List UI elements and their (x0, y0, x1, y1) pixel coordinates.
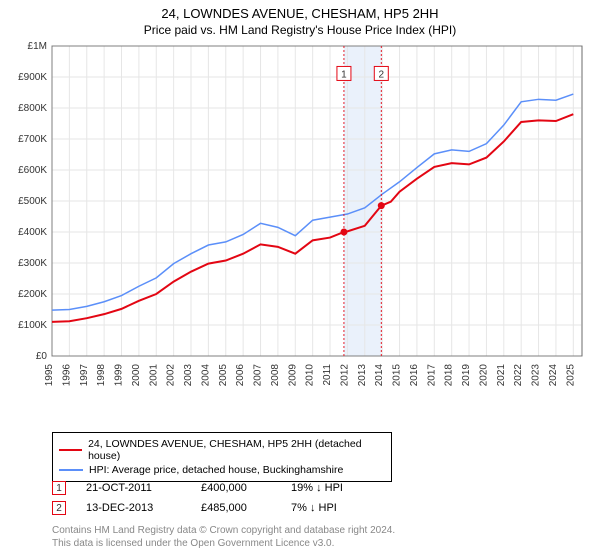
svg-text:2022: 2022 (513, 364, 524, 387)
legend-label: HPI: Average price, detached house, Buck… (89, 464, 343, 476)
svg-text:2010: 2010 (305, 364, 316, 387)
sales-list: 1 21-OCT-2011 £400,000 19% ↓ HPI 2 13-DEC-201… (52, 478, 371, 518)
chart-svg: £0 £100K £200K £300K £400K £500K £600K £700K £80… (0, 40, 600, 420)
sale-badge: 1 (52, 481, 66, 495)
footer-line-2: This data is licensed under the Open Gov… (52, 537, 395, 550)
svg-text:2020: 2020 (478, 364, 489, 387)
legend-item: 24, LOWNDES AVENUE, CHESHAM, HP5 2HH (de… (59, 437, 385, 463)
svg-text:2016: 2016 (409, 364, 420, 387)
svg-text:2008: 2008 (270, 364, 281, 387)
sale-date: 13-DEC-2013 (86, 502, 181, 514)
svg-text:2000: 2000 (131, 364, 142, 387)
legend-label: 24, LOWNDES AVENUE, CHESHAM, HP5 2HH (de… (88, 438, 385, 462)
svg-text:£100K: £100K (18, 320, 47, 331)
svg-text:1: 1 (341, 69, 347, 80)
svg-text:£600K: £600K (18, 165, 47, 176)
svg-text:2007: 2007 (253, 364, 264, 387)
svg-text:1997: 1997 (79, 364, 90, 387)
svg-text:£500K: £500K (18, 196, 47, 207)
svg-text:£300K: £300K (18, 258, 47, 269)
legend-swatch (59, 449, 82, 451)
sale-diff: 7% ↓ HPI (291, 502, 371, 514)
svg-text:£400K: £400K (18, 227, 47, 238)
legend-swatch (59, 469, 83, 471)
svg-text:1996: 1996 (61, 364, 72, 387)
svg-text:2004: 2004 (200, 364, 211, 387)
svg-text:£800K: £800K (18, 103, 47, 114)
chart-subtitle: Price paid vs. HM Land Registry's House … (0, 21, 600, 37)
footer-text: Contains HM Land Registry data © Crown c… (52, 524, 395, 550)
svg-text:2013: 2013 (357, 364, 368, 387)
legend-item: HPI: Average price, detached house, Buck… (59, 463, 385, 477)
sale-price: £485,000 (201, 502, 271, 514)
svg-text:£1M: £1M (28, 41, 47, 52)
chart-area: £0 £100K £200K £300K £400K £500K £600K £700K £80… (0, 40, 600, 425)
svg-text:£700K: £700K (18, 134, 47, 145)
svg-text:1995: 1995 (44, 364, 55, 387)
chart-container: 24, LOWNDES AVENUE, CHESHAM, HP5 2HH Pri… (0, 0, 600, 560)
svg-text:2002: 2002 (166, 364, 177, 387)
svg-text:£900K: £900K (18, 72, 47, 83)
svg-text:2001: 2001 (148, 364, 159, 387)
footer-line-1: Contains HM Land Registry data © Crown c… (52, 524, 395, 537)
svg-text:£0: £0 (36, 351, 48, 362)
svg-text:2021: 2021 (496, 364, 507, 387)
svg-text:2: 2 (379, 69, 385, 80)
svg-text:2003: 2003 (183, 364, 194, 387)
chart-title: 24, LOWNDES AVENUE, CHESHAM, HP5 2HH (0, 0, 600, 21)
svg-text:1998: 1998 (96, 364, 107, 387)
svg-text:2012: 2012 (339, 364, 350, 387)
sale-price: £400,000 (201, 482, 271, 494)
svg-text:2019: 2019 (461, 364, 472, 387)
svg-text:2005: 2005 (218, 364, 229, 387)
svg-text:2006: 2006 (235, 364, 246, 387)
svg-text:2015: 2015 (392, 364, 403, 387)
sale-badge: 2 (52, 501, 66, 515)
svg-text:2025: 2025 (565, 364, 576, 387)
svg-text:2017: 2017 (426, 364, 437, 387)
sale-row: 2 13-DEC-2013 £485,000 7% ↓ HPI (52, 498, 371, 518)
svg-text:2014: 2014 (374, 364, 385, 387)
svg-text:2009: 2009 (287, 364, 298, 387)
svg-text:2024: 2024 (548, 364, 559, 387)
svg-text:1999: 1999 (114, 364, 125, 387)
legend-box: 24, LOWNDES AVENUE, CHESHAM, HP5 2HH (de… (52, 432, 392, 482)
svg-text:2023: 2023 (531, 364, 542, 387)
sale-row: 1 21-OCT-2011 £400,000 19% ↓ HPI (52, 478, 371, 498)
sale-date: 21-OCT-2011 (86, 482, 181, 494)
sale-diff: 19% ↓ HPI (291, 482, 371, 494)
svg-text:£200K: £200K (18, 289, 47, 300)
svg-text:2018: 2018 (444, 364, 455, 387)
svg-text:2011: 2011 (322, 364, 333, 386)
